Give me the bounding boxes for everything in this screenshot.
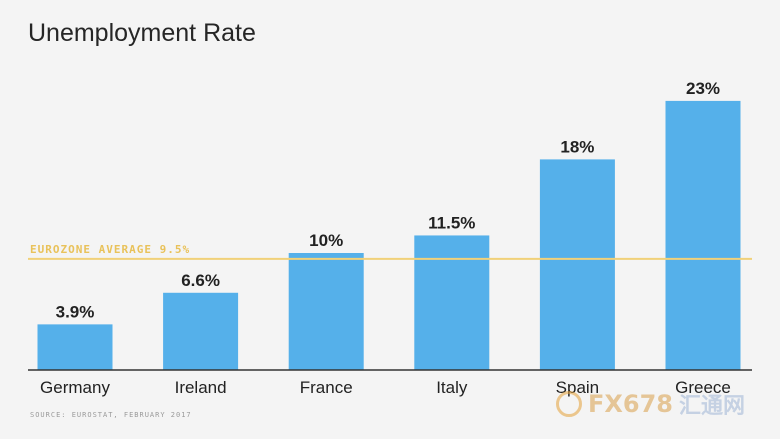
value-label-germany: 3.9% [56,302,95,321]
bar-germany [37,324,113,370]
eurozone-average-label: EUROZONE AVERAGE 9.5% [30,243,190,256]
bar-greece [665,100,741,371]
value-label-greece: 23% [686,79,720,98]
chart-title: Unemployment Rate [28,19,256,47]
watermark-brand: FX678 [588,390,673,418]
value-label-italy: 11.5% [428,213,475,232]
category-label-greece: Greece [675,378,731,397]
bar-spain [539,159,615,370]
bar-italy [414,235,490,370]
reference-line-layer: EUROZONE AVERAGE 9.5% [28,243,752,260]
watermark-chinese: 汇通网 [679,394,746,419]
watermark-logo-icon [556,391,582,417]
value-label-ireland: 6.6% [181,271,220,290]
bar-france [288,253,364,370]
value-labels-layer: 3.9% 6.6% 10% 11.5% 18% 23% [56,79,720,321]
bars-layer [37,100,741,371]
watermark: FX678 汇通网 [556,388,745,420]
category-label-ireland: Ireland [175,378,227,397]
value-label-france: 10% [309,231,343,250]
category-label-germany: Germany [40,378,110,397]
category-label-italy: Italy [436,378,468,397]
source-note: SOURCE: EUROSTAT, FEBRUARY 2017 [30,411,192,419]
category-label-france: France [300,378,353,397]
value-label-spain: 18% [560,137,594,156]
bar-ireland [163,292,239,370]
